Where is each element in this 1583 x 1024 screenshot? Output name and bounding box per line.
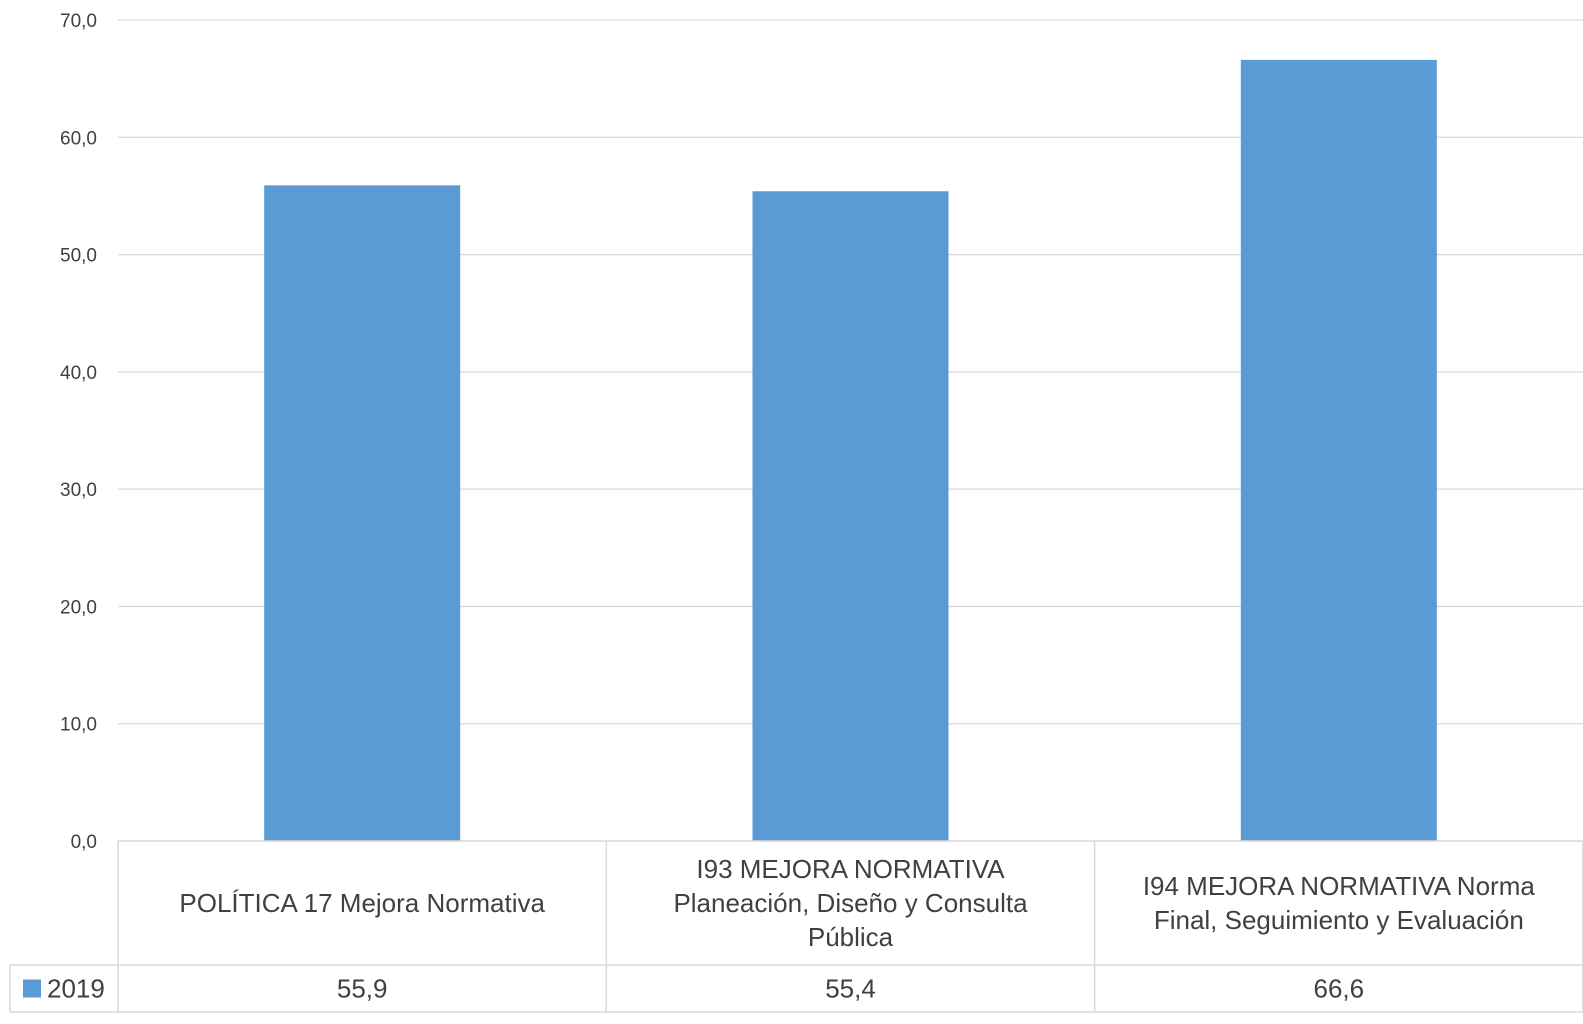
legend-swatch [23, 979, 41, 998]
data-label: 55,4 [825, 974, 876, 1004]
x-tick-label: Planeación, Diseño y Consulta [673, 888, 1028, 918]
y-tick-label: 10,0 [60, 715, 97, 736]
y-tick-label: 20,0 [60, 597, 97, 618]
bar [752, 191, 949, 842]
y-tick-label: 40,0 [60, 363, 97, 384]
bar [1240, 59, 1437, 842]
y-tick-label: 70,0 [60, 11, 97, 32]
legend-label: 2019 [47, 974, 105, 1004]
data-label: 66,6 [1314, 974, 1365, 1004]
bar [264, 185, 461, 841]
y-tick-label: 0,0 [71, 832, 97, 853]
y-tick-label: 60,0 [60, 128, 97, 149]
y-tick-label: 30,0 [60, 480, 97, 501]
x-tick-label: Pública [808, 922, 894, 952]
y-tick-label: 50,0 [60, 246, 97, 267]
x-tick-label: Final, Seguimiento y Evaluación [1154, 905, 1524, 935]
data-label: 55,9 [337, 974, 388, 1004]
x-tick-label: POLÍTICA 17 Mejora Normativa [179, 888, 545, 918]
x-tick-label: I93 MEJORA NORMATIVA [696, 854, 1005, 884]
x-tick-label: I94 MEJORA NORMATIVA Norma [1143, 871, 1536, 901]
